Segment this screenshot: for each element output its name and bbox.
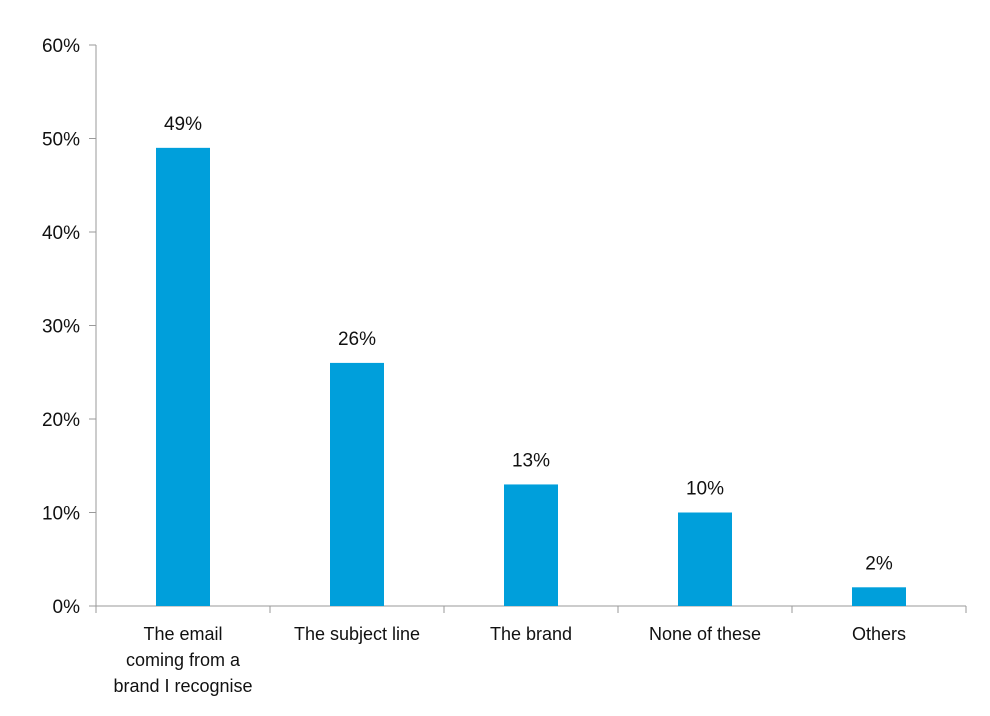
data-label: 13% [512,450,550,471]
x-tick-label-line: The brand [490,624,572,644]
x-tick-label-line: Others [852,624,906,644]
data-label: 2% [865,553,893,574]
data-label: 26% [338,329,376,350]
y-tick-label: 10% [42,504,80,525]
x-tick-label: The email coming from a brand I recognise [113,624,252,696]
x-tick-label-line: None of these [649,624,761,644]
bar [156,147,210,606]
x-tick-label-line: The email [143,624,222,644]
x-tick-label: The subject line [294,624,420,644]
x-tick-label-line: brand I recognise [113,676,252,696]
data-label: 49% [164,114,202,135]
x-tick-label: Others [852,624,906,644]
y-tick-label: 60% [42,36,80,57]
bar [504,484,558,606]
x-axis: The email coming from a brand I recogniseT… [95,605,967,696]
y-tick-label: 40% [42,223,80,244]
data-labels: 49% 26% 13% 10% 2% [164,114,893,574]
y-tick-label: 20% [42,410,80,431]
y-tick-label: 30% [42,317,80,338]
x-tick-label-line: coming from a [126,650,241,670]
bar [678,512,732,606]
bar [330,362,384,606]
x-tick-label: The brand [490,624,572,644]
data-label: 10% [686,479,724,500]
x-tick-label: None of these [649,624,761,644]
x-tick-label-line: The subject line [294,624,420,644]
bar [852,587,906,606]
y-tick-label: 50% [42,130,80,151]
y-axis: 0% 10% 20% 30% 40% 50% 60% [42,36,97,618]
bars [156,147,906,606]
y-tick-label: 0% [53,597,81,618]
